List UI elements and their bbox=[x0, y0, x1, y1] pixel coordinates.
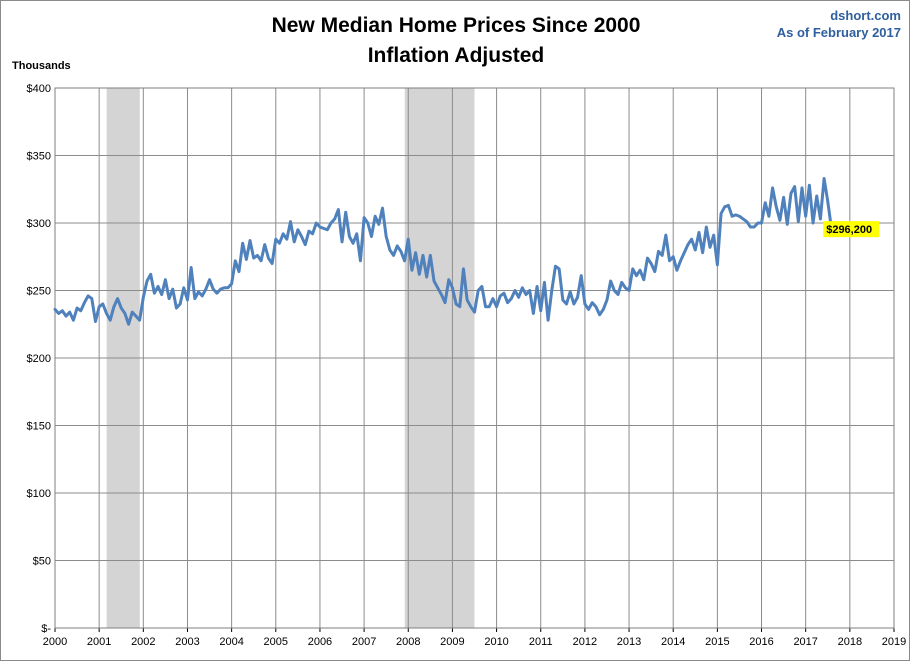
x-tick-label: 2015 bbox=[705, 636, 729, 648]
x-tick-label: 2007 bbox=[352, 636, 376, 648]
x-tick-label: 2014 bbox=[661, 636, 685, 648]
last-value-callout-box bbox=[823, 221, 880, 238]
x-tick-label: 2009 bbox=[440, 636, 464, 648]
x-tick-label: 2006 bbox=[308, 636, 332, 648]
x-tick-label: 2000 bbox=[43, 636, 67, 648]
callout-layer: $296,200 bbox=[823, 221, 880, 238]
y-tick-label: $- bbox=[41, 623, 51, 635]
y-tick-label: $50 bbox=[33, 556, 51, 568]
axes: $- $50 $100 $150 $200 $250 $300 $350 $400 2000 200… bbox=[27, 83, 907, 648]
x-tick-label: 2018 bbox=[838, 636, 862, 648]
chart-subtitle: Inflation Adjusted bbox=[367, 44, 545, 67]
x-tick-label: 2008 bbox=[396, 636, 420, 648]
x-tick-label: 2019 bbox=[882, 636, 906, 648]
y-tick-label: $150 bbox=[27, 421, 51, 433]
x-tick-label: 2004 bbox=[219, 636, 243, 648]
y-tick-label: $100 bbox=[27, 488, 51, 500]
x-tick-label: 2012 bbox=[573, 636, 597, 648]
y-tick-label: $350 bbox=[27, 151, 51, 163]
last-value-callout: $296,200 bbox=[826, 224, 872, 236]
x-tick-label: 2003 bbox=[175, 636, 199, 648]
x-tick-label: 2017 bbox=[793, 636, 817, 648]
x-tick-label: 2010 bbox=[484, 636, 508, 648]
y-tick-label: $300 bbox=[27, 218, 51, 230]
x-tick-label: 2005 bbox=[264, 636, 288, 648]
x-tick-label: 2001 bbox=[87, 636, 111, 648]
plot-area-border bbox=[54, 87, 895, 629]
series-line bbox=[53, 176, 833, 326]
y-tick-label: $400 bbox=[27, 83, 51, 95]
as-of-label: As of February 2017 bbox=[776, 25, 901, 40]
source-label: dshort.com bbox=[830, 8, 901, 23]
x-tick-label: 2002 bbox=[131, 636, 155, 648]
chart-title: New Median Home Prices Since 2000 bbox=[271, 14, 641, 37]
series-layer bbox=[53, 176, 833, 326]
y-tick-label: $200 bbox=[27, 353, 51, 365]
x-tick-label: 2011 bbox=[529, 636, 553, 648]
y-axis-unit-label: Thousands bbox=[12, 60, 71, 72]
x-tick-label: 2016 bbox=[749, 636, 773, 648]
x-tick-label: 2013 bbox=[617, 636, 641, 648]
y-tick-label: $250 bbox=[27, 286, 51, 298]
